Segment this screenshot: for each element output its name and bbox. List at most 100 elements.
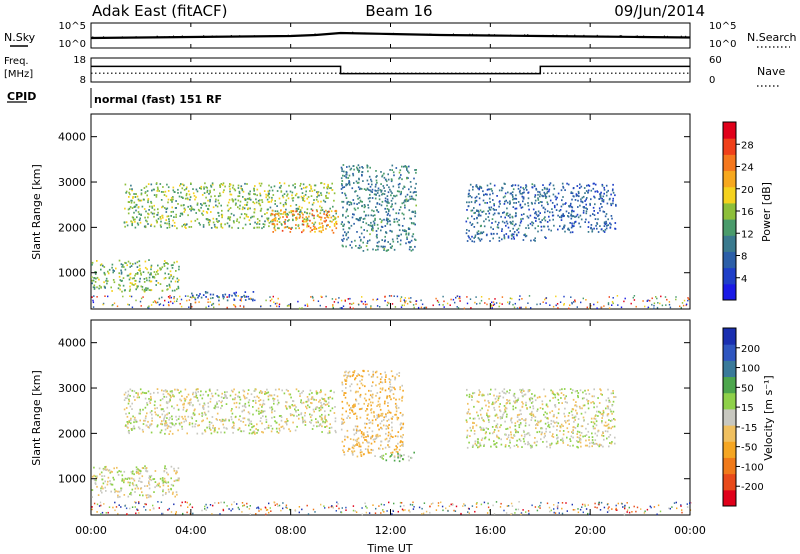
power-cell [301,220,304,223]
power-cell [204,202,207,205]
velocity-cell [568,419,570,422]
velocity-cell [547,425,549,428]
power-cell [150,280,153,283]
power-cell [383,240,386,243]
velocity-cell [400,435,402,438]
power-cell [183,204,185,206]
power-cell [411,222,413,225]
power-ground-cell [542,301,544,303]
power-cell [469,221,471,224]
power-ground-cell [278,305,280,308]
power-cell [264,220,266,223]
velocity-cell [504,410,507,413]
power-ground-cell [388,295,391,297]
velocity-cell [472,425,474,428]
power-cell [183,207,186,210]
velocity-cell [261,406,263,408]
power-cell [509,202,511,204]
power-cell [411,211,413,213]
power-cell [605,227,608,230]
velocity-cell [473,392,476,394]
velocity-cell [506,427,509,430]
velocity-cell [390,389,393,392]
power-cell [130,201,133,204]
power-cell [304,193,307,196]
power-cell [244,213,246,215]
power-cell [374,217,376,220]
velocity-cell [319,391,321,394]
power-cell [175,216,177,218]
velocity-cell [297,390,300,393]
power-cell [607,189,609,192]
power-ground-cell [399,298,402,300]
power-cell [401,165,403,168]
velocity-cell [575,409,577,412]
velocity-cell [135,466,138,469]
velocity-cell [175,422,177,425]
power-cell [374,189,376,192]
velocity-cell [103,468,105,471]
power-cell [358,188,361,191]
power-cell [326,186,328,189]
velocity-cell [510,433,512,436]
power-cell [548,183,551,186]
power-ground-cell [432,304,434,307]
velocity-cell [562,425,564,427]
power-cell [344,231,346,234]
power-ground-cell [332,304,334,306]
power-cell [150,211,153,214]
power-ground-cell [325,295,327,298]
velocity-cell [351,451,354,454]
power-cell [167,273,170,275]
power-cell [535,211,537,214]
velocity-cell [484,436,487,439]
power-cell [550,229,552,232]
power-cell [371,191,373,193]
power-cell [136,195,139,198]
power-cell [133,211,135,214]
power-cell [303,187,305,189]
power-cell [501,189,503,192]
power-cell [477,237,480,239]
velocity-cell [345,379,348,381]
velocity-cell [315,418,317,420]
power-cell [178,268,180,271]
power-cell [342,206,344,209]
power-cell [362,180,364,182]
power-cell [588,185,591,187]
power-ground-cell [152,301,155,303]
velocity-cell [256,395,258,398]
velocity-cell [547,421,549,424]
velocity-cell [370,442,373,445]
velocity-cell [473,430,476,432]
power-ground-cell [265,299,267,302]
velocity-cell [262,431,264,434]
power-cell [287,213,289,216]
velocity-cell [321,425,323,428]
velocity-cell [609,434,612,436]
power-cell [403,201,405,204]
velocity-cell [602,431,604,433]
power-cell [516,234,518,237]
velocity-cell [312,424,315,427]
power-cell [177,192,179,194]
velocity-cell [571,431,573,433]
velocity-cell [550,422,552,425]
velocity-cell [157,391,159,394]
power-cell [255,198,257,201]
power-cell [577,216,580,219]
power-cell [342,213,344,216]
power-cell [254,221,256,224]
velocity-cell [139,410,142,413]
power-cell [235,291,237,294]
velocity-cell [243,430,245,433]
velocity-cell [356,430,358,433]
velocity-cell [572,389,574,392]
velocity-cell [378,428,380,431]
velocity-cell [515,431,517,434]
power-cell [291,191,294,194]
power-colorbar-tick-label: 28 [741,140,754,151]
velocity-cell [192,391,195,394]
power-cell [546,221,549,223]
power-ground-cell [147,306,149,309]
